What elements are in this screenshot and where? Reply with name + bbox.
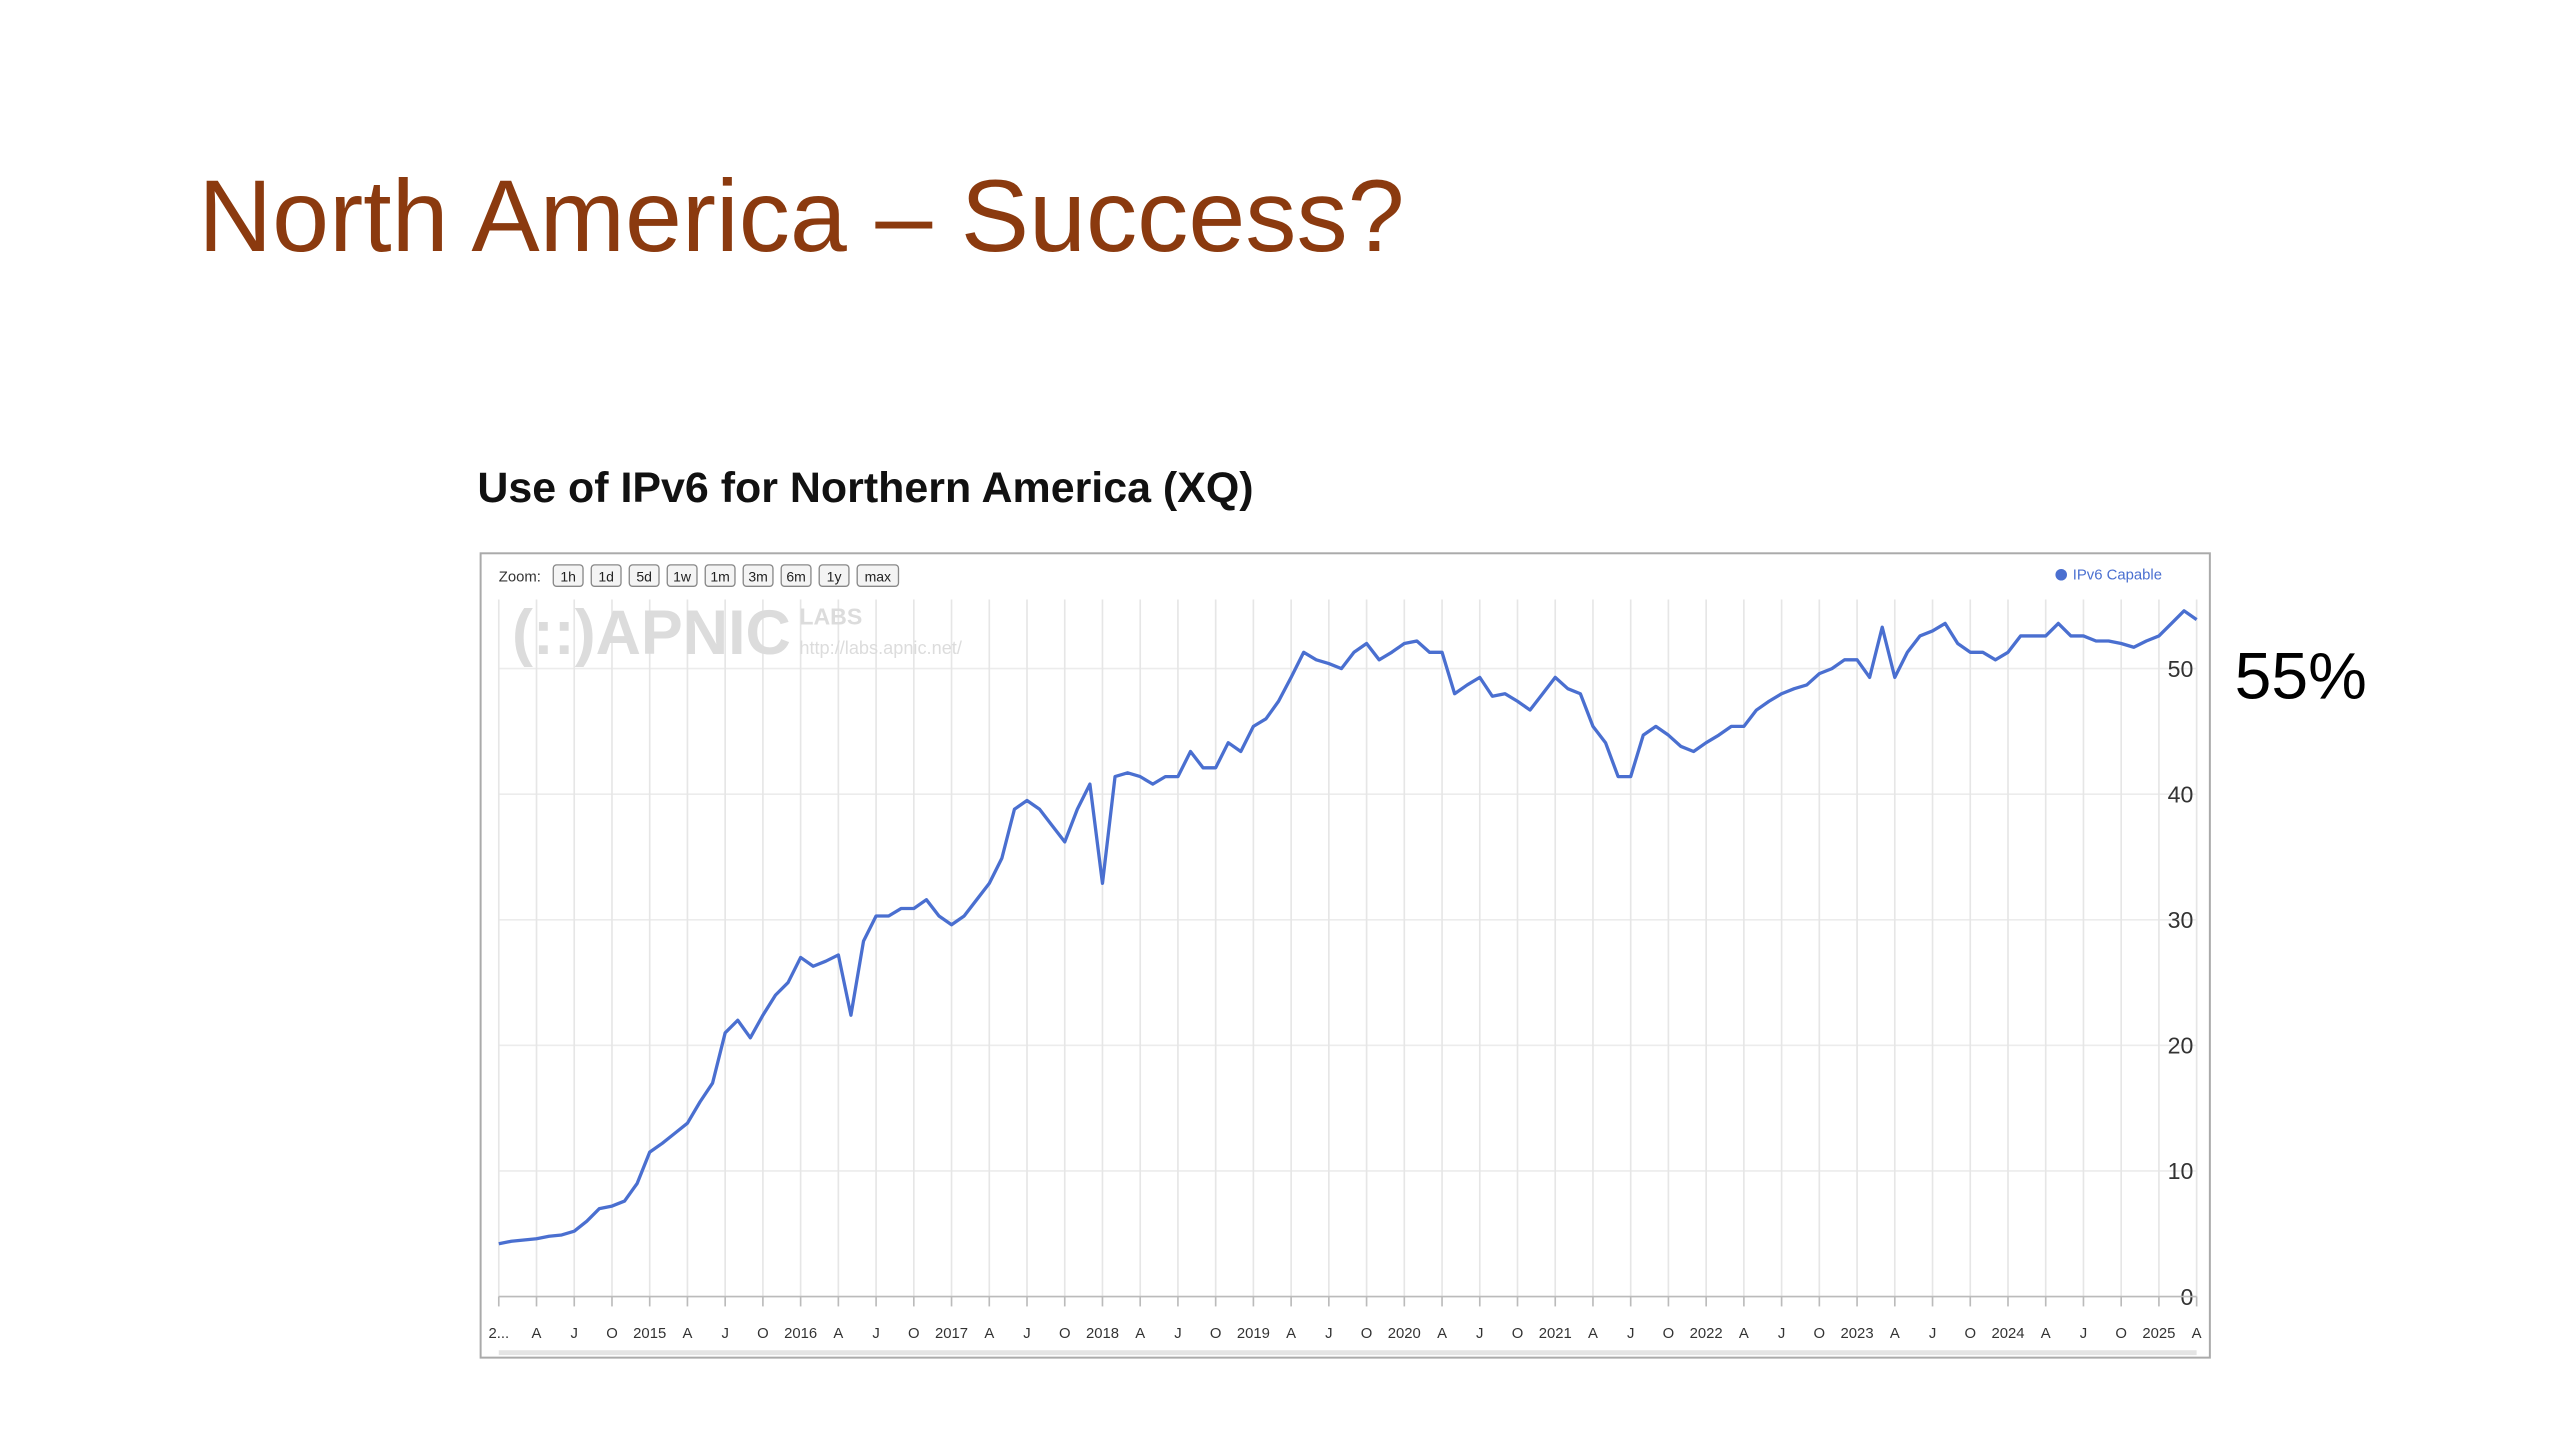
watermark-url: http://labs.apnic.net/ xyxy=(799,638,962,658)
x-tick-label: 2024 xyxy=(1991,1326,2024,1342)
x-tick-label: O xyxy=(1964,1326,1976,1342)
x-tick-label: O xyxy=(1663,1326,1675,1342)
chart-title: Use of IPv6 for Northern America (XQ) xyxy=(477,464,1253,512)
zoom-button-label: 1h xyxy=(560,568,576,584)
zoom-button-box xyxy=(742,564,774,587)
y-tick-label: 30 xyxy=(2168,907,2194,933)
x-tick-label: 2020 xyxy=(1388,1326,1421,1342)
x-tick-label: 2018 xyxy=(1086,1326,1119,1342)
x-tick-label: J xyxy=(571,1326,578,1342)
zoom-button[interactable]: max xyxy=(856,564,900,587)
x-tick-label: 2015 xyxy=(633,1326,666,1342)
x-tick-label: O xyxy=(757,1326,769,1342)
x-tick-label: O xyxy=(1361,1326,1373,1342)
x-tick-label: O xyxy=(1814,1326,1826,1342)
x-tick-label: A xyxy=(2192,1326,2202,1342)
x-tick-label: 2... xyxy=(488,1326,509,1342)
zoom-button-label: 1m xyxy=(710,568,729,584)
zoom-button[interactable]: 1m xyxy=(704,564,736,587)
x-tick-label: 2023 xyxy=(1841,1326,1874,1342)
zoom-button-box xyxy=(666,564,698,587)
x-tick-label: J xyxy=(872,1326,879,1342)
x-tick-label: J xyxy=(721,1326,728,1342)
zoom-button[interactable]: 6m xyxy=(780,564,812,587)
legend-label: IPv6 Capable xyxy=(2073,568,2162,584)
x-tick-label: 2022 xyxy=(1690,1326,1723,1342)
zoom-button[interactable]: 3m xyxy=(742,564,774,587)
y-tick-label: 50 xyxy=(2168,656,2194,682)
x-tick-label: J xyxy=(1023,1326,1030,1342)
x-tick-label: A xyxy=(2041,1326,2051,1342)
x-tick-label: J xyxy=(2080,1326,2087,1342)
x-tick-label: A xyxy=(1588,1326,1598,1342)
x-tick-label: A xyxy=(984,1326,994,1342)
x-tick-label: O xyxy=(2115,1326,2127,1342)
x-tick-label: A xyxy=(1890,1326,1900,1342)
x-tick-label: J xyxy=(1476,1326,1483,1342)
zoom-button[interactable]: 1d xyxy=(590,564,622,587)
slide-title: North America – Success? xyxy=(198,158,1404,273)
x-tick-label: A xyxy=(833,1326,843,1342)
x-tick-label: 2019 xyxy=(1237,1326,1270,1342)
zoom-button-box xyxy=(818,564,850,587)
zoom-button-label: 1d xyxy=(598,568,614,584)
x-tick-label: O xyxy=(1512,1326,1524,1342)
x-tick-label: A xyxy=(1437,1326,1447,1342)
zoom-label: Zoom: xyxy=(499,569,541,585)
x-tick-label: J xyxy=(1929,1326,1936,1342)
y-tick-label: 40 xyxy=(2168,781,2194,807)
zoom-button-label: 3m xyxy=(748,568,767,584)
zoom-button-label: 1w xyxy=(673,568,692,584)
zoom-button[interactable]: 1w xyxy=(666,564,698,587)
zoom-button-box xyxy=(704,564,736,587)
x-tick-label: J xyxy=(1778,1326,1785,1342)
x-tick-label: O xyxy=(908,1326,920,1342)
x-tick-label: 2021 xyxy=(1539,1326,1572,1342)
watermark-logo: (::)APNIC xyxy=(512,598,791,668)
zoom-button[interactable]: 1h xyxy=(552,564,584,587)
zoom-button[interactable]: 1y xyxy=(818,564,850,587)
zoom-button-box xyxy=(590,564,622,587)
chart-frame xyxy=(479,552,2211,1359)
x-tick-label: O xyxy=(606,1326,618,1342)
grid xyxy=(497,599,2198,1298)
zoom-button-box xyxy=(780,564,812,587)
annotation: 55% xyxy=(2235,639,2367,713)
zoom-button-label: max xyxy=(865,568,891,584)
x-tick-label: A xyxy=(1135,1326,1145,1342)
zoom-button-label: 1y xyxy=(827,568,842,584)
watermark-labs: LABS xyxy=(799,603,862,629)
zoom-button-box xyxy=(856,564,900,587)
x-tick-label: O xyxy=(1059,1326,1071,1342)
x-tick-label: 2025 xyxy=(2142,1326,2175,1342)
x-tick-label: A xyxy=(1739,1326,1749,1342)
y-tick-label: 20 xyxy=(2168,1033,2194,1059)
zoom-button-label: 5d xyxy=(636,568,652,584)
y-tick-label: 10 xyxy=(2168,1158,2194,1184)
x-tick-label: A xyxy=(532,1326,542,1342)
data-line xyxy=(498,609,2198,1246)
x-tick-label: 2017 xyxy=(935,1326,968,1342)
zoom-button-label: 6m xyxy=(786,568,805,584)
x-tick-label: J xyxy=(1627,1326,1634,1342)
legend-marker xyxy=(2055,568,2067,581)
x-tick-label: A xyxy=(1286,1326,1296,1342)
x-tick-label: O xyxy=(1210,1326,1222,1342)
x-tick-label: J xyxy=(1174,1326,1181,1342)
zoom-button-box xyxy=(628,564,660,587)
zoom-button-box xyxy=(552,564,584,587)
watermark: (::)APNIC LABS http://labs.apnic.net/ xyxy=(512,598,963,668)
x-tick-label: A xyxy=(682,1326,692,1342)
x-tick-label: J xyxy=(1325,1326,1332,1342)
zoom-button[interactable]: 5d xyxy=(628,564,660,587)
x-tick-label: 2016 xyxy=(784,1326,817,1342)
